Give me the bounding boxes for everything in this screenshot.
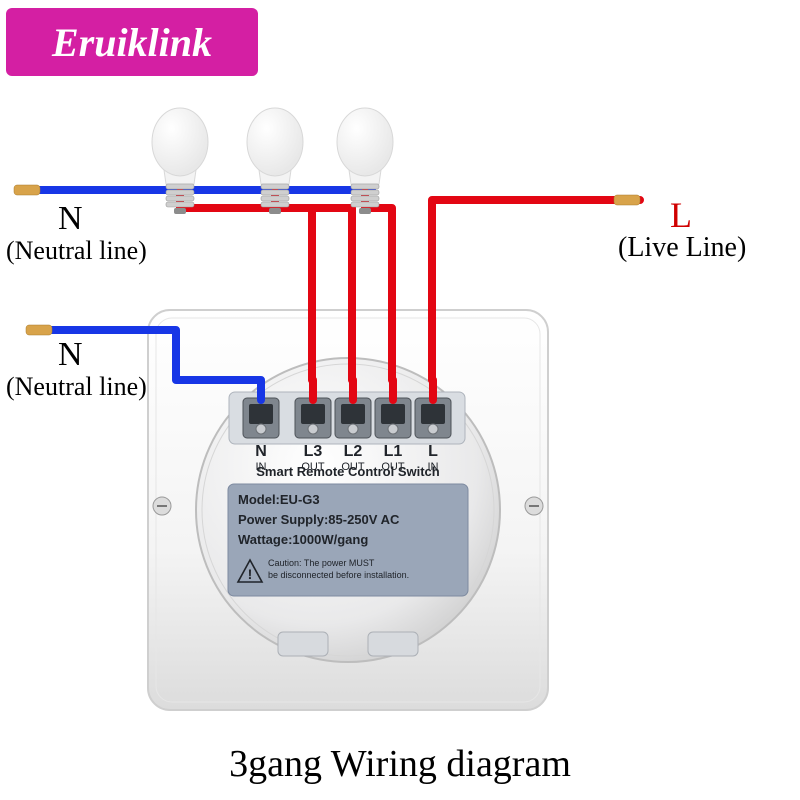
svg-text:Smart Remote Control Switch: Smart Remote Control Switch xyxy=(256,464,440,479)
svg-text:N: N xyxy=(255,443,267,460)
svg-text:Power Supply:85-250V AC: Power Supply:85-250V AC xyxy=(238,512,400,527)
svg-text:Caution: The power MUST: Caution: The power MUST xyxy=(268,558,375,568)
svg-text:L: L xyxy=(428,443,438,460)
svg-text:Wattage:1000W/gang: Wattage:1000W/gang xyxy=(238,532,368,547)
svg-text:!: ! xyxy=(248,566,253,582)
svg-text:L2: L2 xyxy=(344,443,363,460)
svg-text:L1: L1 xyxy=(384,443,403,460)
svg-text:be disconnected before install: be disconnected before installation. xyxy=(268,570,409,580)
svg-text:Model:EU-G3: Model:EU-G3 xyxy=(238,492,320,507)
wiring-diagram: NINL3OUTL2OUTL1OUTLINSmart Remote Contro… xyxy=(0,0,800,800)
svg-text:L3: L3 xyxy=(304,443,323,460)
